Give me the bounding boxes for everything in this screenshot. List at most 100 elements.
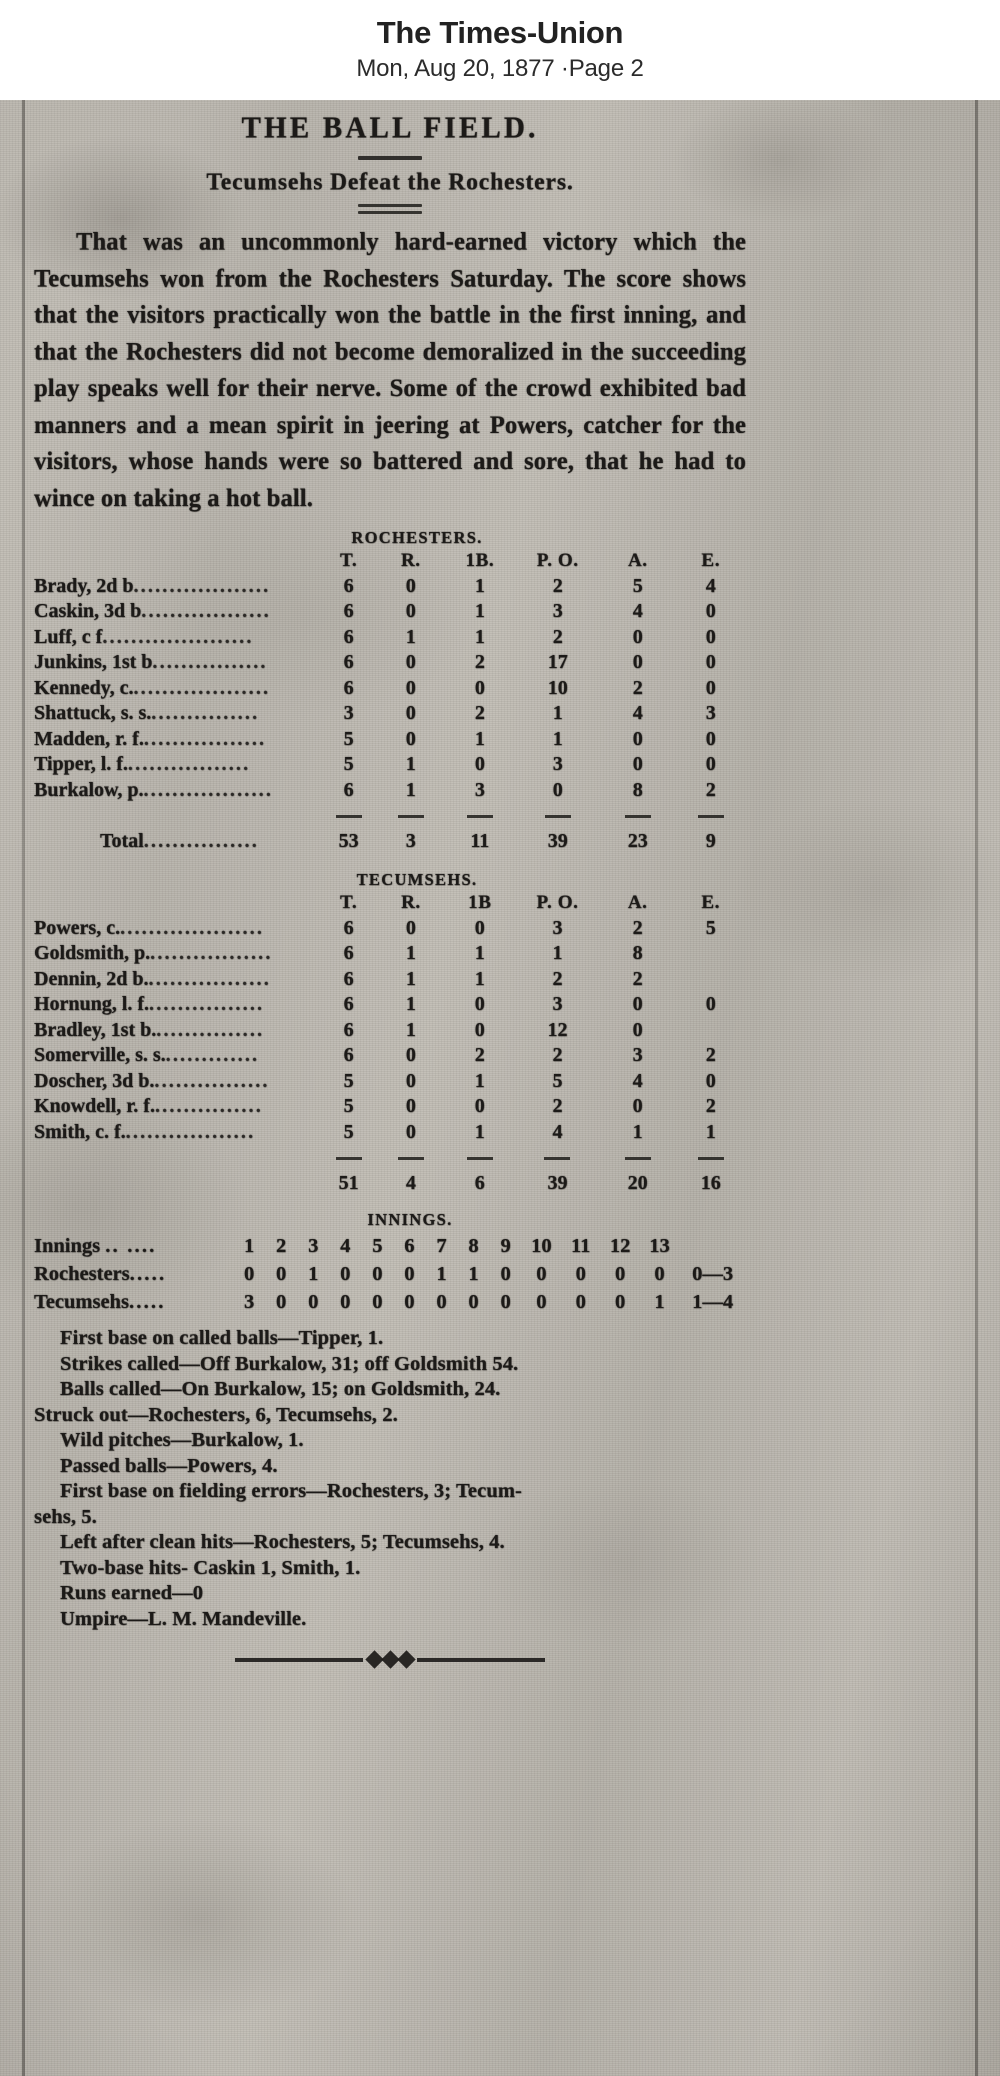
player-stat: 0	[705, 1069, 716, 1092]
player-name: Caskin, 3d b..................	[34, 600, 271, 622]
game-notes: First base on called balls—Tipper, 1. Str…	[34, 1326, 746, 1632]
player-stat: 2	[552, 1095, 563, 1117]
player-stat: 1	[474, 600, 485, 622]
dot-leaders: ..................	[141, 600, 271, 622]
player-stat: 3	[474, 778, 485, 801]
player-name: Powers, c.....................	[34, 916, 265, 939]
player-stat: 5	[343, 1095, 354, 1117]
player-stat: 0	[632, 727, 643, 750]
player-stat: 0	[405, 600, 416, 622]
total-stat: 6	[474, 1171, 485, 1194]
player-stat: 0	[705, 651, 716, 673]
box-score-player-row: Tipper, l. f.................. 5 1 0 3 0 0	[34, 752, 746, 778]
player-name: Hornung, l. f.................	[34, 993, 265, 1015]
player-stat: 2	[474, 651, 485, 673]
player-stat: 0	[705, 625, 716, 648]
inning-runs: 0	[404, 1263, 415, 1285]
game-note-line: Struck out—Rochesters, 6, Tecumsehs, 2.	[34, 1403, 398, 1426]
inning-runs: 0	[500, 1263, 511, 1285]
game-note-line: Runs earned—0	[60, 1582, 204, 1604]
player-stat: 3	[552, 753, 563, 775]
box-score-column-header: P. O.	[536, 892, 579, 913]
box-score-table: T. R. 1B P. O. A. E. Powers, c................…	[34, 890, 746, 1196]
paper-texture	[0, 100, 1000, 2076]
box-score-sum-rule-row	[34, 803, 746, 829]
player-stat: 5	[705, 916, 716, 939]
inning-number: 11	[571, 1235, 591, 1257]
box-score-column-header: 1B	[468, 892, 492, 913]
dot-leaders: .....	[128, 1291, 166, 1313]
box-score-player-row: Hornung, l. f................. 6 1 0 3 0 0	[34, 992, 746, 1018]
total-stat: 23	[627, 829, 648, 852]
player-stat: 2	[705, 778, 716, 801]
player-stat: 1	[705, 1120, 716, 1143]
box-score-column-header: T.	[339, 550, 358, 571]
dot-leaders: ................	[143, 829, 259, 852]
scan-grain	[0, 100, 1000, 2076]
inning-runs: 3	[243, 1291, 255, 1313]
player-stat: 0	[405, 727, 416, 750]
dot-leaders: ....................	[120, 916, 265, 939]
inning-runs: 0	[575, 1263, 586, 1285]
line-score-team-row: Rochesters..... 0 0 1 0 0 0 1 1 0 0 0 0 0 0—3	[34, 1260, 746, 1288]
player-stat: 2	[632, 967, 643, 990]
dot-leaders: .............	[165, 1044, 260, 1066]
inning-runs: 0	[536, 1263, 547, 1285]
player-stat: 0	[474, 1018, 485, 1041]
sum-rule	[600, 803, 675, 829]
player-stat: 0	[405, 1044, 416, 1066]
sum-rule	[377, 1145, 444, 1171]
player-stat: 1	[552, 942, 563, 964]
player-name: Doscher, 3d b.................	[34, 1069, 270, 1092]
article-headline: THE BALL FIELD.	[241, 111, 539, 145]
player-stat	[675, 967, 746, 993]
player-stat: 6	[343, 1018, 354, 1041]
box-score-team-heading: TECUMSEHS.	[356, 870, 478, 889]
box-score-player-row: Brady, 2d b................... 6 0 1 2 5 4	[34, 574, 746, 600]
player-stat: 0	[632, 1018, 643, 1041]
inning-runs: 0	[500, 1291, 511, 1313]
box-score-sum-rule-row	[34, 1145, 746, 1171]
innings-heading: INNINGS.	[367, 1210, 453, 1229]
player-stat: 1	[405, 993, 416, 1015]
player-stat: 2	[474, 702, 485, 724]
player-stat: 2	[552, 574, 563, 597]
player-stat: 2	[474, 1044, 485, 1066]
line-score-header-row: Innings .. .... 1 2 3 4 5 6 7 8 9 10 11 12 13	[34, 1232, 746, 1260]
player-name: Somerville, s. s..............	[34, 1044, 260, 1066]
dot-leaders: .....	[129, 1263, 167, 1285]
player-stat: 6	[343, 916, 354, 939]
total-stat: 9	[705, 829, 716, 852]
box-score-table: T. R. 1B. P. O. A. E. Brady, 2d b.............…	[34, 548, 746, 854]
player-stat: 6	[343, 942, 354, 964]
game-note-line: Strikes called—Off Burkalow, 31; off Gol…	[60, 1352, 519, 1375]
player-stat: 4	[552, 1120, 563, 1143]
player-stat: 1	[632, 1120, 643, 1143]
player-stat: 1	[474, 967, 485, 990]
player-stat	[675, 1018, 746, 1044]
game-note-line: First base on fielding errors—Rochesters…	[60, 1480, 522, 1502]
inning-runs: 0	[340, 1291, 351, 1313]
player-stat: 1	[474, 942, 485, 964]
game-note-line: Passed balls—Powers, 4.	[60, 1454, 278, 1477]
player-stat: 2	[705, 1044, 716, 1066]
dot-leaders: ................	[154, 1069, 270, 1092]
box-score-total-row: Total................ 53 3 11 39 23 9	[34, 829, 746, 855]
box-score-player-row: Caskin, 3d b.................. 6 0 1 3 4 0	[34, 599, 746, 625]
player-stat: 17	[547, 651, 568, 673]
line-score-row-label: Innings .. ....	[34, 1235, 157, 1257]
sum-rule-spacer	[34, 803, 320, 829]
player-stat: 0	[405, 916, 416, 939]
inning-runs: 1	[308, 1263, 319, 1285]
total-stat: 16	[700, 1171, 721, 1194]
line-score-team-name: Tecumsehs.....	[34, 1291, 166, 1313]
article-lede: That was an uncommonly hard-earned victo…	[34, 224, 746, 517]
player-stat: 5	[343, 1120, 354, 1143]
player-stat: 8	[632, 778, 643, 801]
inning-runs: 0	[243, 1263, 255, 1285]
inning-runs: 0	[436, 1291, 447, 1313]
box-score-column-header: R.	[400, 550, 421, 571]
headline-divider	[358, 156, 422, 160]
box-score-team-heading: ROCHESTERS.	[351, 528, 483, 547]
